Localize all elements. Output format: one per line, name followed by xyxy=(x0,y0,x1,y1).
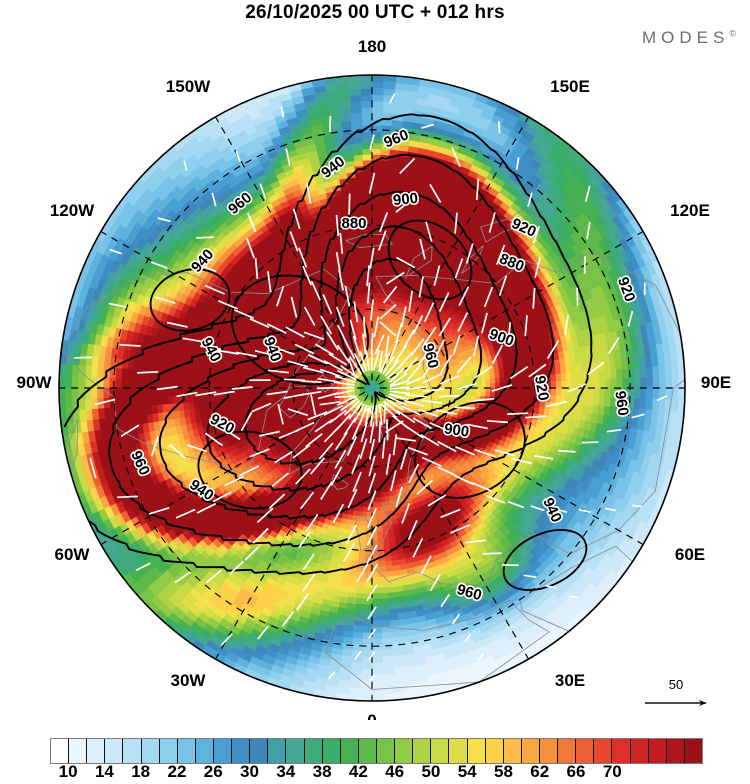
colorbar-tick-label: 10 xyxy=(58,762,78,781)
longitude-label: 180 xyxy=(358,37,386,56)
colorbar-tick-labels: 10 14 18 22 26 30 34 38 42 46 50 54 58 62 66 70 xyxy=(0,762,750,784)
colorbar-cell xyxy=(395,739,414,763)
colorbar-cell xyxy=(358,739,377,763)
colorbar-cell xyxy=(558,739,577,763)
longitude-label: 90W xyxy=(17,373,53,392)
vector-scale-legend: 50 xyxy=(645,677,707,707)
longitude-label: 30W xyxy=(171,671,207,690)
colorbar-cell xyxy=(684,739,702,763)
colorbar-cell xyxy=(340,739,359,763)
colorbar-cell xyxy=(467,739,486,763)
shading-band xyxy=(383,607,590,701)
contour-label: 920 xyxy=(531,374,552,402)
contour-label: 960 xyxy=(611,390,631,417)
colorbar-cell xyxy=(177,739,196,763)
colorbar-cell xyxy=(250,739,269,763)
longitude-labels: 180 150W 150E 120W 120E 90W 90E 60W 60E 30W 30E 0 xyxy=(17,37,732,720)
contour-line xyxy=(63,113,593,575)
colorbar-tick-label: 62 xyxy=(530,762,550,781)
colorbar-tick-label: 34 xyxy=(276,762,296,781)
colorbar-cell xyxy=(413,739,432,763)
colorbar-cell xyxy=(576,739,595,763)
longitude-label: 120W xyxy=(50,201,95,220)
colorbar[interactable] xyxy=(50,738,703,764)
graticule-lines xyxy=(59,75,685,701)
longitude-label: 0 xyxy=(367,711,376,720)
colorbar-tick-label: 22 xyxy=(167,762,187,781)
colorbar-cell xyxy=(123,739,142,763)
colorbar-tick-label: 26 xyxy=(203,762,223,781)
longitude-label: 150E xyxy=(550,77,590,96)
longitude-label: 60W xyxy=(55,545,91,564)
longitude-label: 120E xyxy=(670,201,710,220)
colorbar-tick-label: 18 xyxy=(131,762,151,781)
longitude-label: 150W xyxy=(166,77,211,96)
colorbar-tick-label: 66 xyxy=(566,762,586,781)
vector-scale-label: 50 xyxy=(669,677,683,692)
colorbar-cell xyxy=(105,739,124,763)
wind-vector-field xyxy=(74,93,668,683)
colorbar-cell xyxy=(87,739,106,763)
contour-closed-low xyxy=(149,268,231,332)
colorbar-cell xyxy=(69,739,88,763)
colorbar-cell xyxy=(322,739,341,763)
colorbar-cell xyxy=(612,739,631,763)
graticule xyxy=(59,75,685,701)
colorbar-cell xyxy=(376,739,396,763)
colorbar-tick-label: 50 xyxy=(421,762,441,781)
colorbar-cell xyxy=(51,739,70,763)
colorbar-cell xyxy=(159,739,178,763)
colorbar-cell xyxy=(304,739,323,763)
colorbar-cell xyxy=(431,739,450,763)
windspeed-shading xyxy=(59,75,685,701)
colorbar-cell xyxy=(232,739,251,763)
colorbar-tick-label: 30 xyxy=(240,762,259,781)
colorbar-tick-label: 58 xyxy=(494,762,513,781)
colorbar-cell xyxy=(195,739,214,763)
colorbar-cell xyxy=(213,739,233,763)
colorbar-tick-label: 54 xyxy=(457,762,477,781)
copyright-mark: © xyxy=(729,28,736,39)
colorbar-tick-label: 70 xyxy=(602,762,622,781)
colorbar-tick-label: 46 xyxy=(385,762,405,781)
colorbar-cell xyxy=(666,739,685,763)
colorbar-tick-label: 14 xyxy=(94,762,114,781)
colorbar-cell xyxy=(503,739,522,763)
colorbar-tick-label: 38 xyxy=(312,762,332,781)
modes-logo: MODES© xyxy=(642,28,736,48)
longitude-label: 90E xyxy=(701,373,731,392)
colorbar-cell xyxy=(286,739,305,763)
colorbar-cell xyxy=(141,739,160,763)
colorbar-cell xyxy=(449,739,468,763)
colorbar-cell xyxy=(268,739,287,763)
polar-map: 960 940 960 900 880 920 880 940 920 940 940 960 900 9… xyxy=(17,37,732,720)
contour-label: 900 xyxy=(443,420,470,440)
contour-label: 900 xyxy=(392,190,419,210)
contour-closed-low xyxy=(387,219,473,301)
contour-label: 880 xyxy=(341,215,366,232)
colorbar-cell xyxy=(521,739,540,763)
colorbar-tick-label: 42 xyxy=(348,762,368,781)
colorbar-cell xyxy=(648,739,667,763)
longitude-label: 60E xyxy=(675,545,705,564)
colorbar-cell xyxy=(485,739,504,763)
contour-line xyxy=(108,153,555,548)
colorbar-cell xyxy=(594,739,613,763)
chart-title: 26/10/2025 00 UTC + 012 hrs xyxy=(245,2,505,23)
longitude-label: 30E xyxy=(555,671,585,690)
colorbar-cell xyxy=(539,739,559,763)
wind-vectors xyxy=(74,93,668,683)
modes-logo-text: MODES xyxy=(642,28,730,47)
colorbar-cell xyxy=(630,739,649,763)
contour-closed-low xyxy=(502,529,588,591)
